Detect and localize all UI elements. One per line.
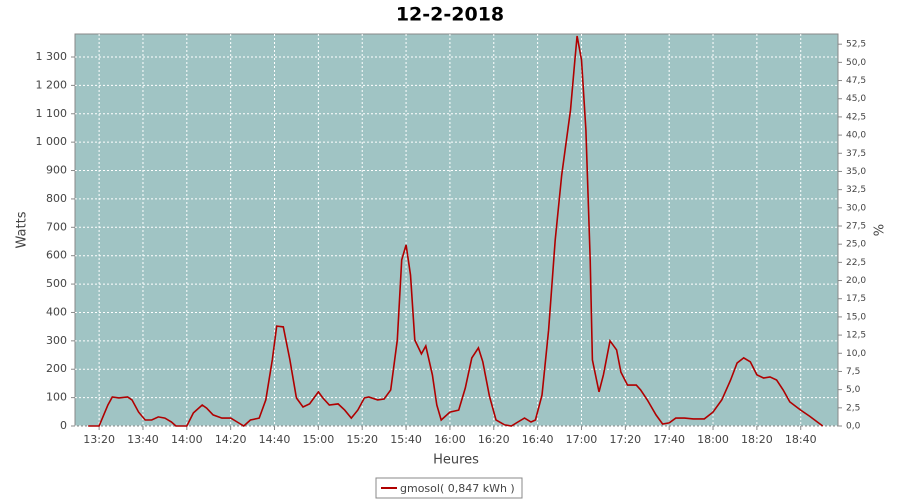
y2-tick-label: 5,0 — [846, 385, 861, 395]
x-tick-label: 17:20 — [609, 433, 641, 446]
x-tick-label: 14:40 — [259, 433, 291, 446]
y2-tick-label: 10,0 — [846, 349, 866, 359]
x-tick-label: 17:00 — [566, 433, 598, 446]
y2-tick-label: 2,5 — [846, 403, 860, 413]
legend-label: gmosol( 0,847 kWh ) — [400, 482, 515, 495]
y2-tick-label: 25,0 — [846, 240, 866, 250]
x-tick-label: 13:40 — [127, 433, 159, 446]
y-tick-label: 900 — [46, 164, 67, 177]
y2-tick-label: 22,5 — [846, 258, 866, 268]
y2-tick-label: 27,5 — [846, 222, 866, 232]
x-tick-label: 16:00 — [434, 433, 466, 446]
y-tick-label: 300 — [46, 334, 67, 347]
x-tick-label: 13:20 — [83, 433, 115, 446]
x-tick-label: 14:20 — [215, 433, 247, 446]
chart-title: 12-2-2018 — [396, 4, 504, 26]
x-tick-label: 15:40 — [390, 433, 422, 446]
series-line — [88, 35, 824, 427]
y2-tick-label: 12,5 — [846, 331, 866, 341]
y-tick-label: 400 — [46, 305, 67, 318]
y2-tick-label: 47,5 — [846, 76, 866, 86]
x-tick-label: 18:00 — [697, 433, 729, 446]
y-tick-label: 800 — [46, 192, 67, 205]
y2-tick-label: 17,5 — [846, 294, 866, 304]
y-axis-label: Watts — [15, 211, 30, 248]
y2-tick-label: 42,5 — [846, 112, 866, 122]
plot-background — [74, 33, 839, 427]
x-tick-label: 17:40 — [653, 433, 685, 446]
y2-tick-label: 7,5 — [846, 367, 860, 377]
y2-axis-label: % — [873, 224, 888, 236]
y2-tick-label: 40,0 — [846, 131, 866, 141]
x-axis-label: Heures — [433, 453, 479, 468]
x-tick-label: 16:40 — [522, 433, 554, 446]
y-tick-label: 700 — [46, 220, 67, 233]
y2-tick-label: 37,5 — [846, 149, 866, 159]
y-tick-label: 0 — [60, 419, 67, 432]
x-tick-label: 18:40 — [785, 433, 817, 446]
x-tick-label: 18:20 — [741, 433, 773, 446]
y-tick-label: 100 — [46, 391, 67, 404]
y2-tick-label: 30,0 — [846, 203, 866, 213]
y2-tick-label: 32,5 — [846, 185, 866, 195]
legend-box — [375, 477, 523, 499]
y2-tick-label: 0,0 — [846, 422, 861, 432]
y2-tick-label: 50,0 — [846, 58, 866, 68]
y-tick-label: 200 — [46, 362, 67, 375]
x-tick-label: 14:00 — [171, 433, 203, 446]
y2-tick-label: 45,0 — [846, 94, 866, 104]
x-tick-label: 15:20 — [346, 433, 378, 446]
x-tick-label: 16:20 — [478, 433, 510, 446]
y-tick-label: 600 — [46, 249, 67, 262]
y-tick-label: 1 100 — [36, 107, 68, 120]
x-tick-label: 15:00 — [303, 433, 335, 446]
y-tick-label: 1 200 — [36, 78, 68, 91]
y2-tick-label: 15,0 — [846, 312, 866, 322]
y-tick-label: 1 000 — [36, 135, 68, 148]
y2-tick-label: 35,0 — [846, 167, 866, 177]
y2-tick-label: 20,0 — [846, 276, 866, 286]
y-tick-label: 1 300 — [36, 50, 68, 63]
y2-tick-label: 52,5 — [846, 40, 866, 50]
y-tick-label: 500 — [46, 277, 67, 290]
